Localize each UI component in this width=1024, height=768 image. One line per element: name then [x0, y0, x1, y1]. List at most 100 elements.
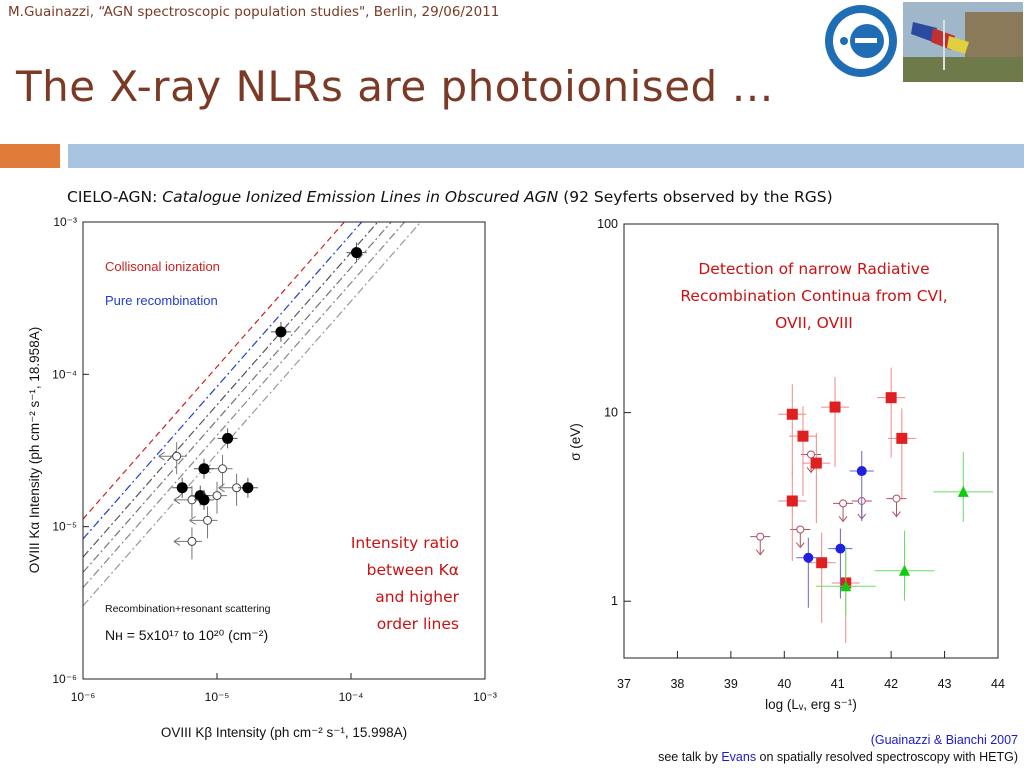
- open-point: [796, 525, 805, 534]
- red-square-point: [810, 457, 822, 469]
- limit-point: [203, 515, 213, 525]
- annotation-right-line: OVII, OVIII: [775, 314, 853, 332]
- talk-suffix: on spatially resolved spectroscopy with …: [756, 750, 1018, 764]
- flags-photo: [903, 2, 1023, 82]
- open-point: [892, 494, 901, 503]
- x-tick-label: 39: [724, 677, 738, 691]
- x-axis-label: OVIII Kβ Intensity (ph cm⁻² s⁻¹, 15.998A…: [161, 725, 407, 740]
- detection-point: [222, 432, 234, 444]
- x-tick-label: 10⁻⁵: [205, 690, 230, 704]
- y-tick-label: 100: [597, 217, 618, 231]
- y-tick-label: 10⁻³: [53, 215, 77, 229]
- model-line: [83, 222, 392, 573]
- x-axis-label: log (Lᵥ, erg s⁻¹): [765, 697, 857, 712]
- plot-frame: [623, 223, 999, 659]
- limit-point: [187, 536, 197, 546]
- data-points: [750, 367, 994, 643]
- x-tick-label: 42: [884, 677, 898, 691]
- header-text: M.Guainazzi, “AGN spectroscopic populati…: [8, 4, 500, 20]
- x-tick-label: 44: [991, 677, 1005, 691]
- limit-arrow: [806, 467, 816, 474]
- limit-point: [172, 451, 182, 461]
- limit-arrow: [158, 451, 165, 461]
- detection-point: [198, 463, 210, 475]
- photo-flag-3: [947, 36, 969, 54]
- x-tick-label: 43: [938, 677, 952, 691]
- limit-arrow: [173, 495, 181, 505]
- accent-band-orange: [0, 144, 60, 168]
- blue-circle-point: [803, 552, 814, 563]
- limit-arrow: [755, 549, 765, 556]
- detection-point: [242, 482, 254, 494]
- detection-point: [176, 482, 188, 494]
- model-line: [83, 222, 422, 607]
- subtitle-suffix: (92 Seyferts observed by the RGS): [558, 188, 833, 206]
- open-point: [807, 450, 815, 459]
- limit-point: [218, 464, 228, 474]
- note-recombination: Recombination+resonant scattering: [105, 603, 271, 615]
- note-nh: Nʜ = 5x10¹⁷ to 10²⁰ (cm⁻²): [105, 627, 268, 643]
- plot-frame: [82, 221, 486, 680]
- green-triangle-point: [899, 564, 910, 576]
- red-square-point: [786, 495, 798, 507]
- x-tick-label: 40: [777, 677, 791, 691]
- talk-prefix: see talk by: [658, 750, 722, 764]
- annotation-left-line: between Kα: [366, 561, 459, 579]
- open-point: [839, 499, 848, 508]
- green-triangle-point: [840, 580, 852, 592]
- slide-title: The X-ray NLRs are photoionised …: [16, 62, 775, 111]
- y-axis-label: OVIII Kα Intensity (ph cm⁻² s⁻¹, 18.958A…: [27, 327, 42, 573]
- limit-arrow: [218, 483, 225, 493]
- tick-labels: 10⁻⁶ 10⁻⁵ 10⁻⁴ 10⁻³ 10⁻³ 10⁻⁴ 10⁻⁵ 10⁻⁶: [52, 215, 497, 704]
- annotation-right-line: Recombination Continua from CVI,: [680, 287, 948, 305]
- chart-left: 10⁻⁶ 10⁻⁵ 10⁻⁴ 10⁻³ 10⁻³ 10⁻⁴ 10⁻⁵ 10⁻⁶ Colliso…: [15, 212, 505, 752]
- citation: (Guainazzi & Bianchi 2007: [870, 733, 1018, 747]
- talk-reference: see talk by Evans on spatially resolved …: [658, 750, 1018, 764]
- photo-flag-1: [911, 22, 937, 42]
- red-square-point: [797, 430, 809, 442]
- tick-labels: 37 38 39 40 41 42 43 44 100 10 1: [597, 217, 1005, 691]
- annotation-left: Intensity ratio between Kα and higher or…: [305, 530, 459, 638]
- red-square-point: [829, 401, 841, 413]
- photo-pole: [943, 20, 945, 70]
- annotation-left-line: order lines: [376, 615, 459, 633]
- limit-arrow: [189, 515, 196, 525]
- open-point: [756, 532, 765, 541]
- model-line: [83, 222, 346, 520]
- x-tick-label: 37: [617, 677, 631, 691]
- model-line: [83, 222, 363, 540]
- esa-logo: [825, 5, 897, 77]
- x-tick-label: 38: [670, 677, 684, 691]
- legend-recombination: Pure recombination: [105, 293, 218, 308]
- annotation-right-line: Detection of narrow Radiative: [698, 260, 930, 278]
- red-square-point: [885, 392, 897, 404]
- subtitle-prefix: CIELO-AGN:: [67, 188, 163, 206]
- model-line: [83, 222, 406, 588]
- blue-circle-point: [835, 543, 846, 554]
- data-points: [158, 242, 367, 560]
- y-tick-label: 10⁻⁴: [52, 367, 77, 381]
- limit-arrow: [173, 537, 181, 546]
- detection-point: [198, 494, 210, 506]
- legend-collisional: Collisonal ionization: [105, 259, 220, 274]
- y-tick-label: 1: [611, 594, 618, 608]
- detection-point: [275, 326, 287, 338]
- y-axis-label: σ (eV): [568, 423, 583, 461]
- x-tick-label: 41: [831, 677, 845, 691]
- x-tick-label: 10⁻³: [473, 690, 497, 704]
- esa-logo-bar: [855, 38, 877, 43]
- talk-name[interactable]: Evans: [721, 750, 757, 764]
- red-square-point: [896, 432, 908, 444]
- detection-point: [351, 247, 363, 259]
- red-square-point: [786, 408, 798, 420]
- green-triangle-point: [957, 485, 969, 497]
- limit-arrow: [892, 511, 901, 518]
- x-tick-label: 10⁻⁴: [339, 690, 364, 704]
- limit-arrow: [838, 516, 848, 523]
- annotation-right: Detection of narrow Radiative Recombinat…: [630, 256, 998, 337]
- limit-arrow: [795, 542, 805, 549]
- x-tick-label: 10⁻⁶: [71, 690, 96, 704]
- accent-band-blue: [68, 144, 1024, 168]
- red-square-point: [816, 557, 828, 569]
- photo-ground: [903, 57, 1023, 82]
